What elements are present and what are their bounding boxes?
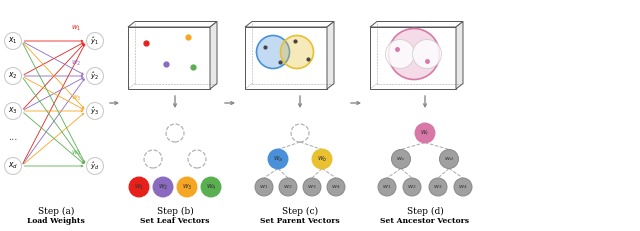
Text: Step (b): Step (b) — [157, 207, 193, 216]
Circle shape — [4, 67, 22, 85]
Text: $x_d$: $x_d$ — [8, 161, 18, 171]
Polygon shape — [370, 21, 463, 27]
Text: $\hat{y}_1$: $\hat{y}_1$ — [90, 35, 99, 47]
Circle shape — [129, 177, 148, 197]
Text: $x_2$: $x_2$ — [8, 71, 18, 81]
Text: $w_1$: $w_1$ — [71, 23, 81, 33]
Circle shape — [4, 33, 22, 49]
Text: $\hat{y}_3$: $\hat{y}_3$ — [90, 105, 100, 117]
Text: $w_2$: $w_2$ — [284, 183, 292, 191]
Text: $w_4$: $w_4$ — [458, 183, 468, 191]
Text: $w_r$: $w_r$ — [420, 128, 430, 138]
Circle shape — [86, 158, 104, 174]
Text: Load Weights: Load Weights — [27, 217, 85, 225]
Circle shape — [429, 178, 447, 196]
Text: $w_2$: $w_2$ — [71, 58, 81, 68]
Circle shape — [440, 149, 458, 168]
Circle shape — [177, 177, 196, 197]
Text: $\hat{y}_2$: $\hat{y}_2$ — [90, 70, 99, 82]
Circle shape — [388, 28, 440, 79]
Text: $w_4$: $w_4$ — [70, 148, 81, 158]
Circle shape — [327, 178, 345, 196]
Polygon shape — [128, 21, 217, 27]
Circle shape — [86, 67, 104, 85]
Circle shape — [255, 178, 273, 196]
Circle shape — [403, 178, 421, 196]
Circle shape — [257, 36, 289, 69]
Text: $x_1$: $x_1$ — [8, 36, 18, 46]
Circle shape — [86, 33, 104, 49]
Text: $w_1$: $w_1$ — [259, 183, 269, 191]
Circle shape — [280, 36, 314, 69]
Text: $w_1$: $w_1$ — [382, 183, 392, 191]
Text: $w_4$: $w_4$ — [331, 183, 341, 191]
Text: $w_c$: $w_c$ — [396, 155, 406, 163]
Circle shape — [303, 178, 321, 196]
Text: Set Ancestor Vectors: Set Ancestor Vectors — [380, 217, 470, 225]
Text: $w_3$: $w_3$ — [71, 93, 81, 103]
Circle shape — [392, 149, 410, 168]
Bar — [128, 27, 210, 89]
Circle shape — [454, 178, 472, 196]
Circle shape — [385, 40, 415, 69]
Circle shape — [415, 124, 435, 143]
Text: $w_3$: $w_3$ — [182, 182, 192, 191]
Text: $w_2$: $w_2$ — [407, 183, 417, 191]
Text: $w_a$: $w_a$ — [273, 154, 283, 164]
Circle shape — [154, 177, 173, 197]
Circle shape — [4, 158, 22, 174]
Text: $x_3$: $x_3$ — [8, 106, 18, 116]
Text: $w_b$: $w_b$ — [317, 154, 327, 164]
Text: $w_2$: $w_2$ — [158, 182, 168, 191]
Polygon shape — [456, 21, 463, 89]
Text: $w_4$: $w_4$ — [205, 182, 216, 191]
Circle shape — [378, 178, 396, 196]
Text: $w_3$: $w_3$ — [433, 183, 443, 191]
Text: Set Leaf Vectors: Set Leaf Vectors — [140, 217, 210, 225]
Text: Set Parent Vectors: Set Parent Vectors — [260, 217, 340, 225]
Text: $w_1$: $w_1$ — [134, 182, 144, 191]
Text: $w_3$: $w_3$ — [307, 183, 317, 191]
Text: Step (c): Step (c) — [282, 207, 318, 216]
Bar — [245, 27, 327, 89]
Circle shape — [312, 149, 332, 168]
Circle shape — [269, 149, 287, 168]
Polygon shape — [327, 21, 334, 89]
Text: Step (d): Step (d) — [406, 207, 444, 216]
Bar — [370, 27, 456, 89]
Text: $w_d$: $w_d$ — [444, 155, 454, 163]
Circle shape — [413, 40, 442, 69]
Text: Step (a): Step (a) — [38, 207, 74, 216]
Circle shape — [202, 177, 221, 197]
Circle shape — [279, 178, 297, 196]
Text: $\hat{y}_d$: $\hat{y}_d$ — [90, 160, 100, 172]
Circle shape — [4, 103, 22, 119]
Text: ...: ... — [8, 134, 18, 143]
Circle shape — [86, 103, 104, 119]
Polygon shape — [245, 21, 334, 27]
Polygon shape — [210, 21, 217, 89]
